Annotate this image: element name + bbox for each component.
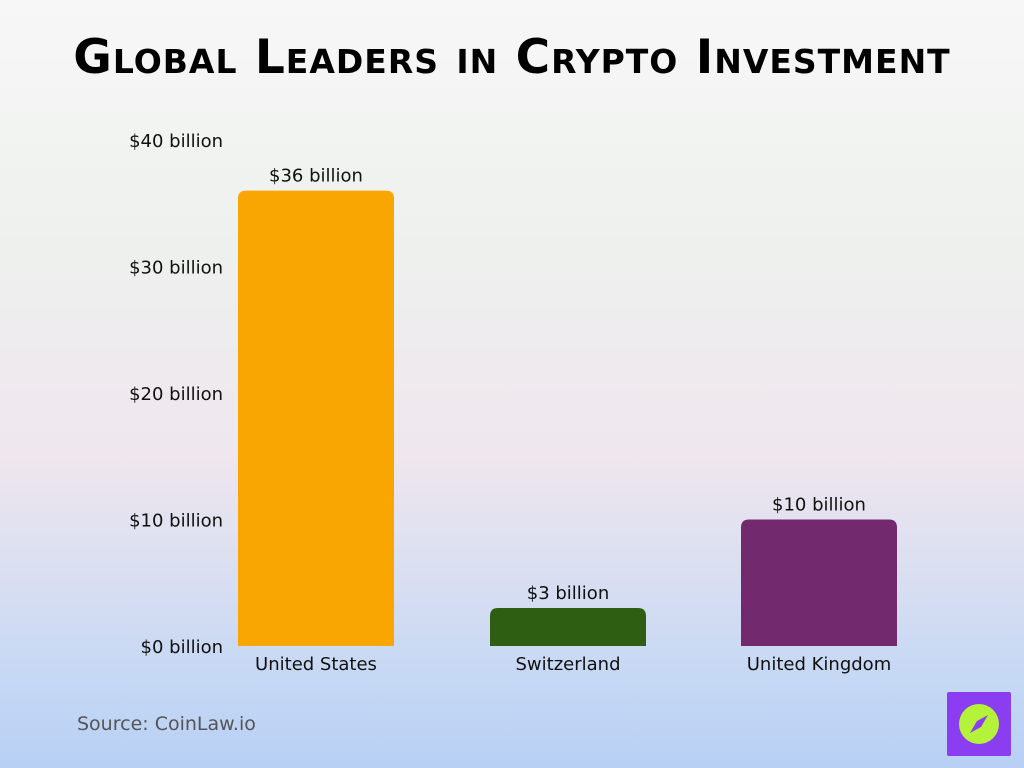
source-note: Source: CoinLaw.io [77, 713, 256, 735]
x-tick-label: United Kingdom [747, 654, 891, 675]
bar-chart: $0 billion $10 billion $20 billion $30 bill… [129, 131, 897, 675]
y-tick-label: $40 billion [129, 131, 223, 152]
x-tick-label: Switzerland [516, 654, 621, 675]
chart-title: Global Leaders in Crypto Investment [73, 30, 951, 85]
y-tick-label: $0 billion [141, 637, 223, 658]
compass-logo [947, 692, 1011, 756]
compass-icon [959, 704, 999, 744]
bar [490, 608, 646, 646]
bar [741, 519, 897, 646]
data-label: $10 billion [772, 495, 866, 516]
data-label: $3 billion [527, 583, 609, 604]
bar [238, 190, 394, 646]
y-tick-label: $30 billion [129, 258, 223, 279]
y-tick-label: $20 billion [129, 384, 223, 405]
x-tick-label: United States [255, 654, 377, 675]
data-label: $36 billion [269, 166, 363, 187]
y-tick-label: $10 billion [129, 511, 223, 532]
